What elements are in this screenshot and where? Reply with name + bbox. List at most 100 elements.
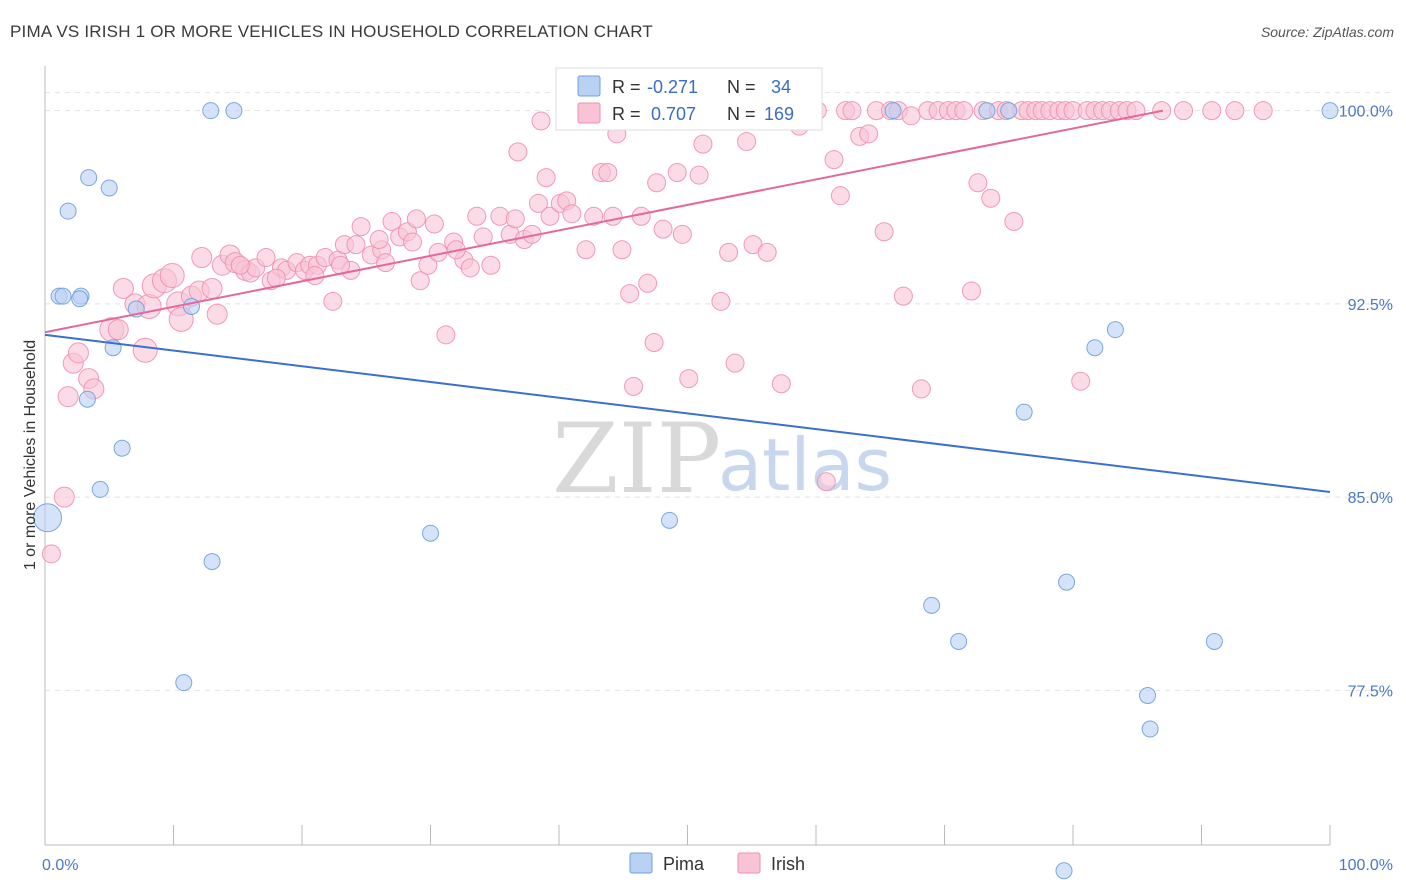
axes [44,66,1331,846]
irish-point-101 [771,374,791,394]
legend-irish-n-value: 169 [764,104,794,124]
irish-point-43 [351,217,371,237]
legend-pima-n-label: N = [727,77,756,97]
legend-swatch-pima [577,75,601,97]
irish-point-72 [562,204,582,224]
irish-point-59 [467,206,487,226]
irish-point-81 [624,376,644,396]
legend-pima-n-value: 34 [771,77,791,97]
irish-point-151 [1225,101,1245,121]
pima-point-6 [80,169,98,187]
irish-point-150 [1202,101,1222,121]
y-tick-label-1: 85.0% [1348,490,1393,507]
pima-point-23 [1015,403,1033,421]
legend-box: R = -0.271 N = 34 R = 0.707 N = 169 [555,67,823,131]
irish-point-83 [638,273,658,293]
pima-point-27 [1086,339,1104,357]
legend-pima-r-label: R = [612,77,641,97]
x-tick-label-1: 100.0% [1339,857,1393,874]
legend-swatch-irish [577,102,601,124]
bottom-legend: Pima Irish [629,852,805,874]
irish-point-106 [816,472,836,492]
pima-points [33,102,1339,880]
irish-point-118 [901,106,921,126]
pima-point-8 [78,390,96,408]
pima-point-15 [202,102,220,120]
irish-point-89 [672,224,692,244]
irish-point-21 [201,277,223,299]
irish-point-162 [369,229,389,249]
irish-point-42 [346,235,366,255]
pima-point-32 [1205,632,1223,650]
pima-point-28 [1106,321,1124,339]
irish-point-91 [693,134,713,154]
bottom-legend-pima: Pima [663,854,705,874]
irish-point-74 [576,240,596,260]
pima-point-31 [1141,720,1159,738]
irish-point-84 [644,333,664,353]
irish-trend-line [44,109,1164,334]
y-axis-label: 1 or more Vehicles in Household [22,340,39,570]
irish-point-80 [620,284,640,304]
irish-point-99 [757,242,777,262]
pima-point-29 [1055,862,1073,880]
irish-point-20 [191,247,213,269]
pima-point-16 [225,102,243,120]
irish-point-77 [598,162,618,182]
irish-point-64 [505,209,525,229]
source-label: Source: ZipAtlas.com [1260,24,1394,40]
bottom-legend-irish: Irish [771,854,805,874]
pima-point-3 [54,287,72,305]
legend-pima-r-value: -0.271 [647,77,698,97]
irish-point-69 [540,206,560,226]
irish-point-114 [874,222,894,242]
irish-point-88 [667,162,687,182]
irish-point-156 [737,132,757,152]
irish-point-11 [132,337,158,363]
y-tick-labels: 77.5% 85.0% 92.5% 100.0% [1339,104,1393,701]
pima-point-0 [33,503,63,533]
irish-point-67 [528,193,548,213]
irish-point-58 [460,258,480,278]
irish-point-61 [481,255,501,275]
watermark-zip: ZIP [552,403,721,515]
pima-point-10 [113,439,131,457]
irish-point-110 [842,101,862,121]
irish-points [41,101,1273,564]
grid-lines [45,92,1392,691]
pima-point-26 [1058,573,1076,591]
y-tick-label-2: 92.5% [1348,297,1393,314]
irish-point-38 [323,291,343,311]
chart-title: PIMA VS IRISH 1 OR MORE VEHICLES IN HOUS… [10,22,653,41]
irish-point-168 [230,255,250,275]
irish-point-8 [107,319,129,341]
pima-point-22 [1000,102,1018,120]
irish-point-124 [954,101,974,121]
irish-point-125 [961,281,981,301]
irish-point-0 [41,544,61,564]
irish-point-107 [824,150,844,170]
irish-point-94 [719,242,739,262]
watermark-atlas: atlas [718,423,892,507]
irish-point-55 [436,325,456,345]
irish-point-149 [1174,101,1194,121]
irish-point-15 [159,263,185,289]
irish-point-75 [584,206,604,226]
pima-point-13 [182,297,200,315]
irish-point-4 [67,342,89,364]
irish-point-166 [305,266,325,286]
pima-point-24 [923,596,941,614]
bottom-legend-swatch-pima [629,852,653,874]
pima-point-14 [175,674,193,692]
bottom-legend-swatch-irish [737,852,761,874]
y-tick-label-3: 100.0% [1339,104,1393,121]
pima-point-21 [978,102,996,120]
irish-point-51 [410,271,430,291]
irish-point-155 [689,165,709,185]
legend-irish-n-label: N = [727,104,756,124]
irish-point-95 [725,353,745,373]
irish-point-108 [830,186,850,206]
irish-point-152 [1253,101,1273,121]
pima-point-30 [1139,687,1157,705]
